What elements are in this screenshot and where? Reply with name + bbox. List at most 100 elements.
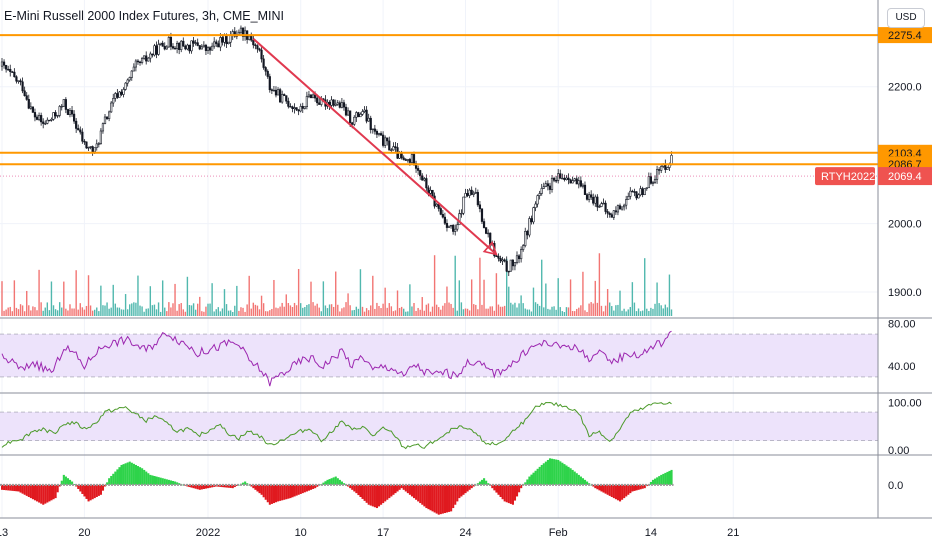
oscillator-bar <box>254 484 257 490</box>
oscillator-bar <box>242 482 245 485</box>
candle-body <box>75 120 78 129</box>
candle-body <box>340 102 344 108</box>
oscillator-bar <box>643 484 646 489</box>
candle-body <box>79 129 82 133</box>
candle-body <box>9 68 12 73</box>
oscillator-bar <box>19 484 22 493</box>
volume-bar <box>466 308 469 316</box>
oscillator-bar <box>375 484 379 509</box>
candle-body <box>196 42 199 46</box>
volume-bar <box>211 283 213 316</box>
current-price-label: 2069.4 <box>888 171 922 183</box>
volume-bar <box>102 305 104 316</box>
oscillator-bar <box>604 484 607 494</box>
candle-body <box>103 116 107 124</box>
candle-body <box>497 255 500 259</box>
currency-button[interactable]: USD <box>887 8 925 28</box>
volume-bar <box>326 308 329 316</box>
volume-bar <box>376 302 378 316</box>
volume-bar <box>26 290 28 316</box>
volume-bar <box>573 311 576 316</box>
candle-body <box>252 39 255 46</box>
stoch-band <box>0 412 878 441</box>
candle-body <box>163 45 166 50</box>
oscillator-bar <box>66 478 70 485</box>
oscillator-bar <box>281 484 284 501</box>
candle-body <box>219 37 222 48</box>
candle-body <box>507 270 510 273</box>
volume-bar <box>277 308 279 316</box>
time-axis[interactable]: 13 20 2022 10 17 24 Feb 14 21 <box>0 527 739 539</box>
volume-bar <box>275 307 277 316</box>
oscillator-bar <box>81 484 84 494</box>
candle-body <box>517 255 521 260</box>
oscillator-bar <box>316 484 319 487</box>
oscillator-bar <box>50 484 53 501</box>
oscillator-bar <box>136 466 140 485</box>
candle-body <box>58 106 61 116</box>
candle-body <box>173 47 177 50</box>
oscillator-bar <box>145 471 148 485</box>
volume-bar <box>44 307 46 316</box>
volume-bar <box>122 309 125 316</box>
volume-bar <box>306 304 308 316</box>
oscillator-bar <box>513 484 517 501</box>
volume-bar <box>588 303 590 316</box>
oscillator-bar <box>536 468 539 485</box>
candle-body <box>293 107 296 110</box>
volume-bar <box>341 308 343 316</box>
candle-body <box>365 109 368 122</box>
candle-body <box>594 196 597 204</box>
volume-bar <box>400 306 403 316</box>
candle-body <box>620 206 624 210</box>
candle-body <box>241 27 245 37</box>
candle-body <box>278 89 282 103</box>
volume-bar <box>477 309 479 316</box>
trend-line[interactable] <box>252 38 498 256</box>
volume-bar <box>324 305 327 316</box>
oscillator-bar <box>272 484 276 504</box>
candle-body <box>476 192 479 206</box>
volume-bar <box>405 311 407 316</box>
volume-bar <box>639 311 642 316</box>
volume-bar <box>15 307 18 316</box>
volume-bar <box>370 305 372 316</box>
oscillator-bar <box>132 463 135 485</box>
candle-body <box>99 130 102 144</box>
candle-body <box>419 170 422 177</box>
candle-body <box>239 27 243 33</box>
stoch-line <box>1 401 672 450</box>
candle-body <box>625 199 628 206</box>
oscillator-bar <box>29 484 32 499</box>
volume-bar <box>456 310 458 316</box>
volume-bar <box>417 307 419 316</box>
oscillator-bar <box>658 476 661 485</box>
candle-body <box>431 189 434 197</box>
volume-bar <box>172 303 174 316</box>
price-axis[interactable]: 2200.02000.01900.02275.42103.42086.7RTYH… <box>815 0 932 518</box>
candle-body <box>211 45 214 51</box>
oscillator-bar <box>99 484 102 495</box>
volume-bar <box>530 311 533 316</box>
oscillator-bar <box>429 484 432 511</box>
oscillator-bar <box>77 484 80 489</box>
oscillator-bar <box>219 484 222 487</box>
volume-bar <box>578 307 580 316</box>
oscillator-bar <box>196 484 199 490</box>
oscillator-bar <box>328 479 331 485</box>
oscillator-bar <box>394 484 397 494</box>
oscillator-bar <box>577 474 580 485</box>
volume-bar <box>442 305 444 316</box>
oscillator-bar <box>58 484 61 487</box>
volume-bar <box>289 305 292 316</box>
volume-bar <box>347 293 349 316</box>
candle-body <box>120 91 123 95</box>
volume-bar <box>611 306 613 316</box>
volume-bar <box>149 286 152 316</box>
volume-bar <box>240 307 242 316</box>
oscillator-bar <box>359 484 362 497</box>
candle-body <box>513 262 517 267</box>
volume-bar <box>36 310 38 316</box>
volume-bar <box>203 311 205 316</box>
oscillator-bar <box>256 484 259 492</box>
